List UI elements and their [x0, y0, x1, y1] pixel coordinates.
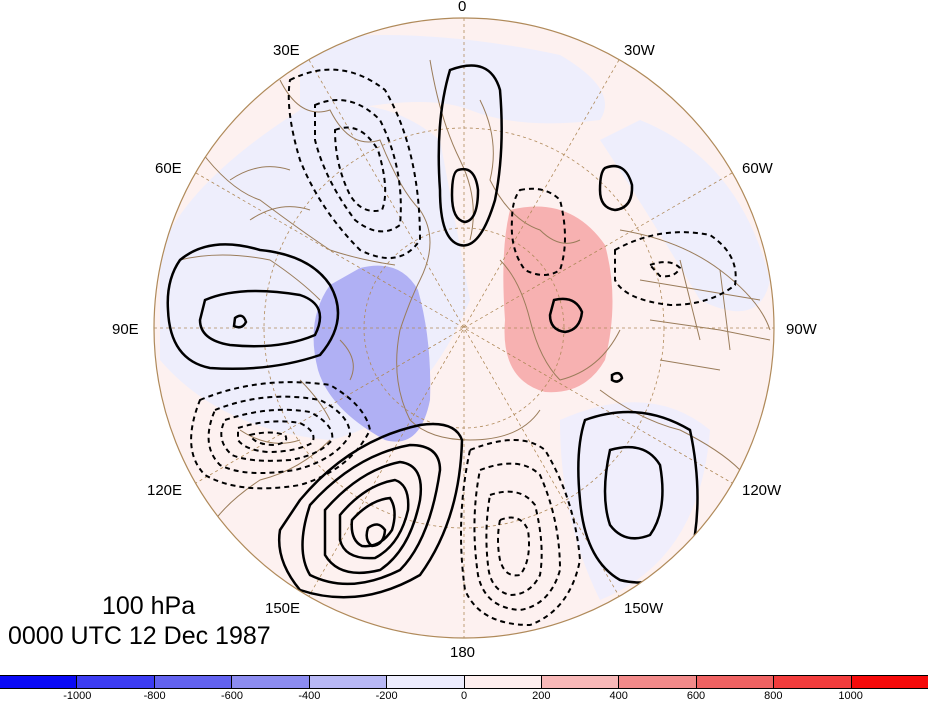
lon-label-150e: 150E	[265, 600, 301, 617]
lon-label-30w: 30W	[624, 42, 655, 59]
colorbar-swatch	[308, 676, 387, 688]
lon-label-150w: 150W	[624, 600, 664, 617]
shading-light-blue-north	[300, 35, 605, 124]
title-time: 0000 UTC 12 Dec 1987	[8, 622, 271, 650]
lon-label-30e: 30E	[273, 42, 300, 59]
negative-contours	[190, 68, 737, 627]
graticule	[154, 18, 774, 638]
lon-label-180: 180	[450, 644, 476, 661]
colorbar-tick-label: 600	[686, 690, 706, 702]
shading-light-blue-south	[560, 402, 710, 600]
colorbar-swatch	[463, 676, 541, 688]
colorbar-tick-label: 200	[532, 690, 551, 702]
lon-label-60e: 60E	[155, 160, 182, 177]
colorbar-swatch	[773, 676, 851, 688]
lon-label-90w: 90W	[786, 321, 817, 338]
positive-contours	[166, 64, 699, 599]
shading-light-blue-east	[600, 120, 770, 312]
lon-label-90e: 90E	[112, 321, 139, 338]
colorbar-swatch	[695, 676, 774, 688]
colorbar-swatch	[153, 676, 232, 688]
map-border	[153, 17, 775, 639]
colorbar-tick-label: -1000	[63, 690, 92, 702]
lon-label-120w: 120W	[742, 482, 782, 499]
lon-label-120e: 120E	[147, 482, 183, 499]
colorbar-tick-label: -400	[298, 690, 321, 702]
colorbar-tick-label: -600	[220, 690, 244, 702]
colorbar-swatch	[618, 676, 696, 688]
colorbar-tick-label: -200	[375, 690, 398, 702]
colorbar-tick-label: -800	[143, 690, 166, 702]
colorbar-tick-label: 0	[460, 690, 468, 702]
lon-label-0: 0	[458, 0, 467, 15]
colorbar-tick-label: 1000	[838, 690, 863, 702]
colorbar-tick-label: 400	[609, 690, 628, 702]
colorbar-swatch	[231, 676, 309, 688]
lon-label-60w: 60W	[742, 160, 773, 177]
colorbar-swatch	[850, 676, 928, 688]
colorbar-swatch	[0, 676, 77, 688]
colorbar-swatch	[386, 676, 464, 688]
colorbar	[0, 675, 928, 689]
colorbar-swatch	[76, 676, 154, 688]
colorbar-swatch	[540, 676, 619, 688]
title-level: 100 hPa	[102, 592, 196, 620]
colorbar-tick-label: 800	[764, 690, 783, 702]
